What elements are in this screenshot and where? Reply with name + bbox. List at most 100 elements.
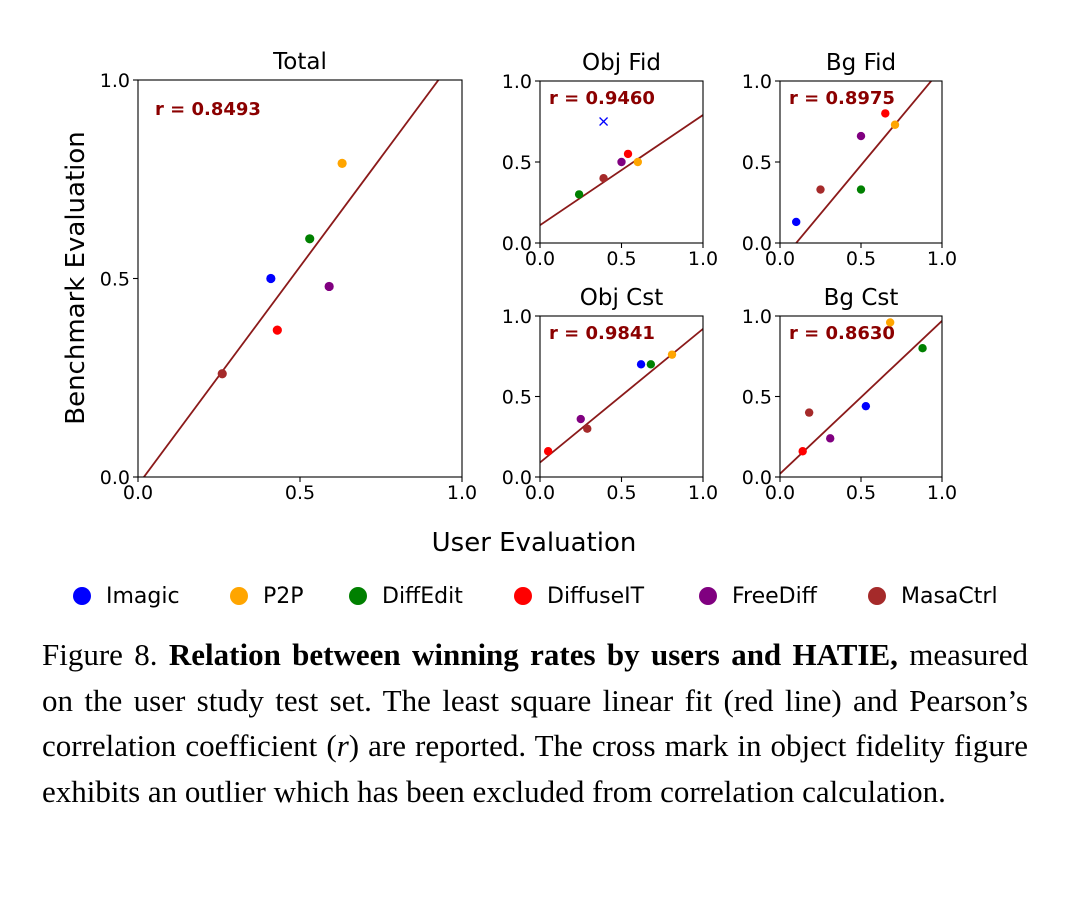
point-freediff bbox=[617, 157, 626, 167]
point-masactrl bbox=[599, 174, 608, 183]
legend-label-imagic: Imagic bbox=[106, 584, 180, 609]
legend-marker-imagic bbox=[73, 587, 91, 605]
x-tick-label: 1.0 bbox=[688, 482, 718, 504]
point-p2p bbox=[667, 350, 677, 359]
legend-label-freediff: FreeDiff bbox=[732, 584, 818, 609]
legend-label-diffedit: DiffEdit bbox=[382, 584, 463, 609]
y-tick-label: 1.0 bbox=[502, 306, 532, 328]
point-diffedit bbox=[646, 360, 656, 369]
x-tick-label: 1.0 bbox=[688, 248, 718, 270]
point-diffuseit bbox=[543, 447, 553, 456]
y-tick-label: 0.0 bbox=[502, 467, 532, 489]
point-diffuseit bbox=[798, 447, 807, 456]
figure-caption: Figure 8. Relation between winning rates… bbox=[42, 632, 1028, 814]
outlier-cross-stroke bbox=[599, 117, 609, 126]
x-tick-label: 1.0 bbox=[927, 248, 957, 270]
x-tick-label: 0.0 bbox=[765, 248, 795, 270]
point-masactrl bbox=[804, 408, 814, 417]
point-diffedit bbox=[856, 185, 866, 194]
legend-item-masactrl: MasaCtrl bbox=[868, 584, 998, 609]
point-masactrl bbox=[583, 424, 592, 433]
panel-bg-cst: 0.0 0.5 1.0 0.0 0.5 1.0 Bg Cst r = 0.8630 bbox=[742, 285, 957, 504]
legend-label-diffuseit: DiffuseIT bbox=[547, 584, 645, 609]
caption-label: Figure 8. bbox=[42, 637, 158, 672]
x-tick-label: 0.0 bbox=[525, 482, 555, 504]
y-tick-label: 0.0 bbox=[100, 467, 130, 489]
x-tick-label: 0.5 bbox=[606, 482, 636, 504]
y-tick-label: 0.5 bbox=[742, 152, 772, 174]
point-p2p bbox=[633, 157, 642, 167]
point-diffuseit bbox=[623, 149, 633, 159]
y-tick-label: 0.0 bbox=[742, 233, 772, 255]
y-tick-label: 0.5 bbox=[742, 387, 772, 409]
shared-y-axis-label: Benchmark Evaluation bbox=[61, 131, 91, 425]
y-tick-label: 1.0 bbox=[742, 306, 772, 328]
y-tick-label: 1.0 bbox=[100, 70, 130, 92]
panel-bg-fid: 0.0 0.5 1.0 0.0 0.5 1.0 Bg Fid r = 0.8975 bbox=[742, 50, 957, 270]
panel-title: Total bbox=[272, 49, 327, 75]
correlation-annotation: r = 0.9841 bbox=[549, 323, 655, 344]
panel-total: 0.0 0.5 1.0 0.0 0.5 1.0 Total r = 0.8493 bbox=[100, 49, 477, 504]
point-imagic bbox=[266, 273, 276, 284]
point-freediff bbox=[576, 414, 585, 424]
panel-title: Obj Cst bbox=[580, 285, 663, 311]
x-tick-label: 0.0 bbox=[765, 482, 795, 504]
point-p2p bbox=[885, 318, 895, 327]
point-masactrl bbox=[217, 369, 227, 379]
y-tick-label: 0.5 bbox=[100, 269, 130, 291]
legend-marker-diffedit bbox=[349, 587, 367, 605]
caption-text-1: measured on the user study test set. The… bbox=[42, 637, 1029, 763]
panel-title: Bg Fid bbox=[826, 50, 896, 76]
correlation-annotation: r = 0.8630 bbox=[789, 323, 895, 344]
y-tick-label: 0.5 bbox=[502, 387, 532, 409]
panel-obj-cst: 0.0 0.5 1.0 0.0 0.5 1.0 Obj Cst r = 0.9841 bbox=[502, 285, 718, 504]
fit-line bbox=[540, 327, 703, 464]
correlation-annotation: r = 0.8493 bbox=[155, 99, 261, 120]
legend-item-diffuseit: DiffuseIT bbox=[514, 584, 645, 609]
x-tick-label: 0.0 bbox=[525, 248, 555, 270]
point-diffedit bbox=[305, 234, 315, 244]
fit-line bbox=[780, 319, 942, 476]
fit-line bbox=[142, 80, 440, 477]
legend-label-p2p: P2P bbox=[263, 584, 304, 609]
correlation-annotation: r = 0.9460 bbox=[549, 88, 655, 109]
legend: Imagic P2P DiffEdit DiffuseIT FreeDiff MasaCt… bbox=[73, 584, 998, 609]
point-diffedit bbox=[574, 190, 584, 199]
shared-x-axis-label: User Evaluation bbox=[432, 528, 637, 558]
legend-item-imagic: Imagic bbox=[73, 584, 180, 609]
panel-title: Obj Fid bbox=[582, 50, 661, 76]
point-p2p bbox=[337, 158, 347, 168]
caption-r-symbol: r bbox=[336, 728, 349, 763]
x-tick-label: 0.5 bbox=[285, 482, 315, 504]
x-tick-label: 0.5 bbox=[606, 248, 636, 270]
y-tick-label: 0.0 bbox=[742, 467, 772, 489]
y-tick-label: 1.0 bbox=[502, 71, 532, 93]
legend-item-freediff: FreeDiff bbox=[699, 584, 818, 609]
caption-text-2: ) are reported. The cross mark in object… bbox=[42, 728, 1028, 809]
y-tick-label: 0.5 bbox=[502, 152, 532, 174]
panel-title: Bg Cst bbox=[824, 285, 899, 311]
legend-marker-diffuseit bbox=[514, 587, 532, 605]
subplot-panels: 0.0 0.5 1.0 0.0 0.5 1.0 Total r = 0.8493 0.0 0.5 1… bbox=[100, 49, 957, 504]
point-freediff bbox=[826, 434, 835, 443]
figure-plots: 0.0 0.5 1.0 0.0 0.5 1.0 Total r = 0.8493 0.0 0.5 1… bbox=[61, 49, 998, 609]
caption-bold-title: Relation between winning rates by users … bbox=[168, 637, 898, 672]
point-freediff bbox=[324, 281, 334, 292]
legend-item-p2p: P2P bbox=[230, 584, 304, 609]
legend-item-diffedit: DiffEdit bbox=[349, 584, 463, 609]
point-imagic bbox=[792, 217, 801, 227]
point-imagic bbox=[861, 401, 871, 411]
legend-marker-freediff bbox=[699, 587, 717, 605]
x-tick-label: 1.0 bbox=[927, 482, 957, 504]
x-tick-label: 0.5 bbox=[846, 482, 876, 504]
y-tick-label: 1.0 bbox=[742, 71, 772, 93]
x-tick-label: 0.5 bbox=[846, 248, 876, 270]
point-diffuseit bbox=[272, 325, 282, 335]
legend-marker-masactrl bbox=[868, 587, 886, 605]
point-imagic bbox=[636, 360, 646, 369]
point-p2p bbox=[890, 120, 900, 129]
point-diffedit bbox=[918, 344, 927, 353]
correlation-annotation: r = 0.8975 bbox=[789, 88, 895, 109]
legend-label-masactrl: MasaCtrl bbox=[901, 584, 998, 609]
legend-marker-p2p bbox=[230, 587, 248, 605]
